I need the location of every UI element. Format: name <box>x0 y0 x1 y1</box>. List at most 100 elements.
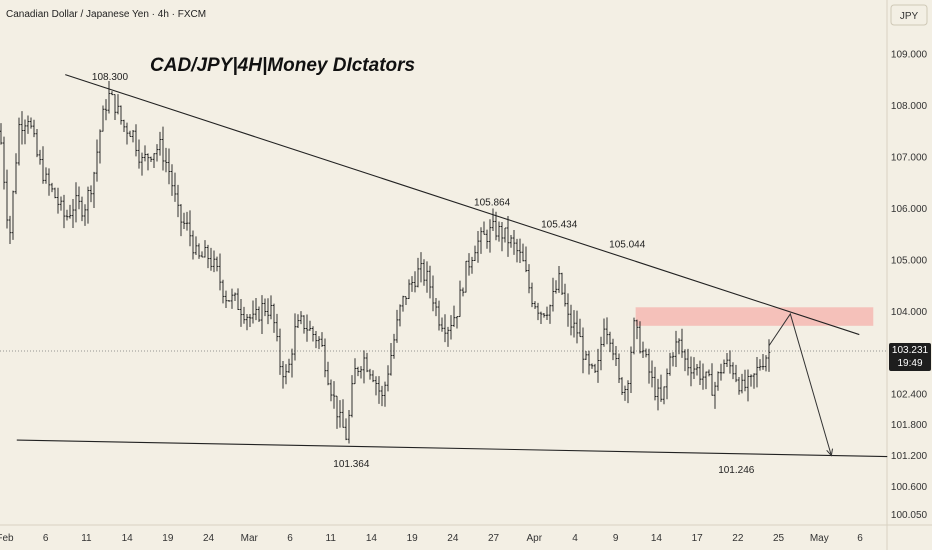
candle <box>422 259 426 286</box>
trendline-upper[interactable] <box>65 74 860 336</box>
candle <box>539 311 543 324</box>
x-tick-label: 19 <box>162 533 174 544</box>
resistance-zone <box>635 307 874 326</box>
candle <box>338 400 342 428</box>
candle <box>515 238 519 263</box>
candle <box>479 227 483 254</box>
candle <box>683 349 687 372</box>
projection-path[interactable] <box>768 312 832 456</box>
candle <box>293 313 297 361</box>
candle <box>650 360 654 388</box>
candle <box>737 376 741 395</box>
candle <box>452 305 456 327</box>
candle <box>233 292 237 302</box>
candle <box>767 339 771 372</box>
y-tick-label: 108.000 <box>891 101 928 112</box>
x-tick-label: 4 <box>572 533 578 544</box>
candle <box>38 149 42 165</box>
x-tick-label: 17 <box>692 533 704 544</box>
y-tick-label: 109.000 <box>891 50 928 61</box>
candle <box>671 352 675 367</box>
candle <box>416 257 420 288</box>
candle <box>746 369 750 402</box>
countdown-timer: 19:49 <box>897 358 922 369</box>
candle <box>608 331 612 353</box>
candle <box>446 326 450 347</box>
candle <box>284 364 288 385</box>
price-annotation: 101.246 <box>718 465 755 476</box>
x-tick-label: 11 <box>81 533 92 544</box>
x-tick-label: 6 <box>43 533 49 544</box>
time-axis: Feb 6 11 14 19 24 Mar 6 11 14 19 24 27 Apr 4 9 14 17 22 25 M… <box>0 533 863 544</box>
candle <box>752 373 756 389</box>
candle <box>437 300 441 331</box>
x-tick-label: 27 <box>488 533 500 544</box>
plot-area[interactable] <box>0 0 887 525</box>
currency-button[interactable]: JPY <box>890 4 928 26</box>
candle <box>362 350 366 384</box>
candle <box>59 196 63 211</box>
price-annotation: 105.044 <box>609 240 646 251</box>
y-tick-label: 100.050 <box>891 510 928 521</box>
candle <box>629 346 633 393</box>
current-price-badge: 103.231 19:49 <box>889 342 931 371</box>
candle <box>398 304 402 327</box>
candle <box>725 353 729 367</box>
candle <box>530 282 534 308</box>
candle <box>674 330 678 367</box>
x-tick-label: 11 <box>326 533 337 544</box>
candle <box>179 204 183 237</box>
price-scale[interactable] <box>887 0 932 550</box>
candle <box>143 145 147 162</box>
candle <box>395 309 399 343</box>
x-tick-label: 14 <box>651 533 663 544</box>
candle <box>668 352 672 376</box>
candle <box>326 361 330 386</box>
candle <box>248 313 252 328</box>
candle <box>536 302 540 321</box>
candle <box>431 275 435 312</box>
candlestick-series <box>0 81 771 444</box>
candle <box>551 277 555 312</box>
candle <box>2 136 6 190</box>
candle <box>347 409 351 444</box>
candle <box>308 320 312 331</box>
candle <box>728 350 732 374</box>
candle <box>77 186 81 210</box>
candle <box>194 236 198 256</box>
candle <box>638 321 642 354</box>
candle <box>635 319 639 340</box>
trendline-lower[interactable] <box>16 439 888 458</box>
candle <box>350 375 354 418</box>
candle <box>548 304 552 324</box>
candle <box>488 219 492 253</box>
candle <box>134 124 138 157</box>
candle <box>290 348 294 378</box>
candle <box>620 377 624 395</box>
candle <box>101 105 105 132</box>
candle <box>116 94 120 115</box>
candle <box>266 298 270 325</box>
candle <box>455 316 459 329</box>
x-tick-label: 9 <box>613 533 619 544</box>
x-tick-label: Apr <box>527 533 543 544</box>
candle <box>119 105 123 125</box>
candle <box>461 287 465 297</box>
candle <box>569 304 573 336</box>
candle <box>641 341 645 359</box>
candle <box>464 260 468 293</box>
candle <box>41 146 45 184</box>
candle <box>44 167 48 184</box>
candle <box>122 119 126 132</box>
candle <box>389 342 393 376</box>
y-tick-label: 105.000 <box>891 255 928 266</box>
candle <box>686 348 690 376</box>
candle <box>332 381 336 409</box>
candle <box>14 153 18 195</box>
candle <box>80 196 84 222</box>
candle <box>272 303 276 333</box>
y-tick-label: 101.800 <box>891 420 928 431</box>
candle <box>386 365 390 392</box>
candle <box>341 399 345 428</box>
